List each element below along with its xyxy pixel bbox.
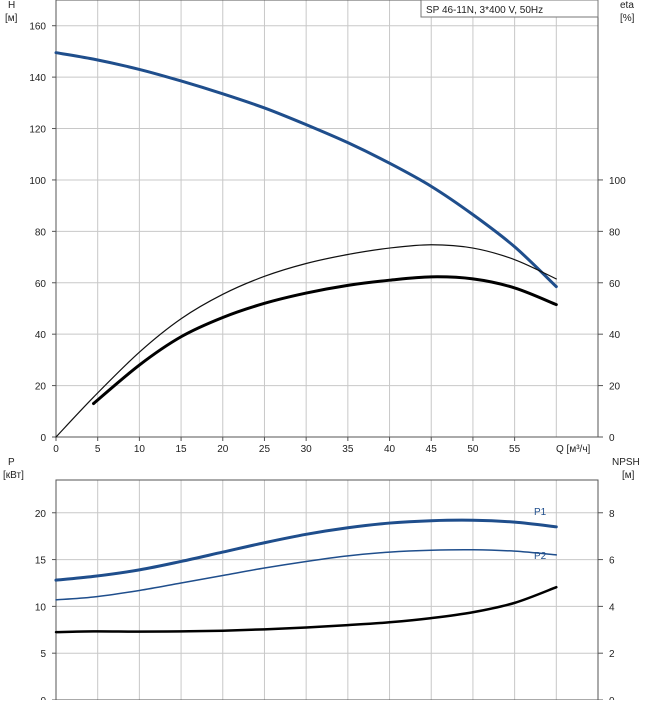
right-tick-label: 8 xyxy=(609,509,615,520)
bottom-grid xyxy=(55,480,598,701)
bottom-left-axis-unit: [кВт] xyxy=(3,470,24,481)
left-tick-label: 120 xyxy=(29,125,46,136)
right-tick-label: 6 xyxy=(609,556,615,567)
bottom-right-axis-title: NPSH xyxy=(612,457,640,468)
right-tick-label: 2 xyxy=(609,649,615,660)
left-tick-label: 10 xyxy=(35,602,47,613)
left-tick-label: 20 xyxy=(35,509,47,520)
x-tick-label: 35 xyxy=(342,444,354,455)
right-tick-label: 40 xyxy=(609,330,621,341)
left-tick-label: 80 xyxy=(35,227,47,238)
x-tick-label: 20 xyxy=(217,444,229,455)
right-tick-label: 0 xyxy=(609,433,615,444)
series-line-1-0 xyxy=(54,518,558,582)
series-line-1-1 xyxy=(55,548,558,601)
left-tick-label: 100 xyxy=(29,176,46,187)
bottom-right-axis-unit: [м] xyxy=(622,470,635,481)
left-tick-label: 0 xyxy=(40,433,46,444)
x-tick-label: 40 xyxy=(384,444,396,455)
top-plot-frame xyxy=(55,0,599,438)
left-tick-label: 160 xyxy=(29,22,46,33)
series-label-p1: P1 xyxy=(534,507,547,518)
top-grid xyxy=(55,0,598,438)
left-tick-label: 40 xyxy=(35,330,47,341)
left-tick-label: 5 xyxy=(40,649,46,660)
series-line-1-2 xyxy=(54,585,558,634)
top-right-axis-unit: [%] xyxy=(620,13,635,24)
right-tick-label: 80 xyxy=(609,227,621,238)
right-tick-label: 20 xyxy=(609,382,621,393)
left-tick-label: 15 xyxy=(35,556,47,567)
bottom-left-axis-title: P xyxy=(8,457,15,468)
x-tick-label: 50 xyxy=(467,444,479,455)
right-tick-label: 60 xyxy=(609,279,621,290)
left-tick-label: 20 xyxy=(35,382,47,393)
x-axis-title: Q [м³/ч] xyxy=(556,444,591,455)
bottom-tick-labels: 0 5 10 15 20 0 2 4 6 8 xyxy=(35,509,615,705)
legend-label: SP 46-11N, 3*400 V, 50Hz xyxy=(426,5,543,16)
right-tick-label: 100 xyxy=(609,176,626,187)
left-tick-label: 0 xyxy=(40,696,46,700)
x-tick-label: 10 xyxy=(134,444,146,455)
right-tick-label: 4 xyxy=(609,602,615,613)
series-line-0-2 xyxy=(92,275,558,406)
top-left-axis-unit: [м] xyxy=(5,13,18,24)
series-line-0-1 xyxy=(55,244,557,438)
x-tick-label: 0 xyxy=(53,444,59,455)
series-label-p2: P2 xyxy=(534,551,547,562)
top-right-axis-title: eta xyxy=(620,0,634,11)
x-tick-label: 30 xyxy=(301,444,313,455)
legend-box xyxy=(420,0,599,18)
left-tick-label: 60 xyxy=(35,279,47,290)
series-layer xyxy=(54,51,558,634)
x-tick-label: 55 xyxy=(509,444,521,455)
x-tick-label: 15 xyxy=(176,444,188,455)
top-left-axis-title: H xyxy=(8,0,15,11)
x-tick-label: 25 xyxy=(259,444,271,455)
series-line-0-0 xyxy=(54,51,558,289)
right-tick-label: 0 xyxy=(609,696,615,700)
left-tick-label: 140 xyxy=(29,73,46,84)
x-tick-label: 5 xyxy=(95,444,101,455)
top-tick-labels: 0 20 40 60 80 100 120 140 160 0 20 40 60 80 100 0 5 10 15 2… xyxy=(29,22,626,455)
x-tick-label: 45 xyxy=(426,444,438,455)
